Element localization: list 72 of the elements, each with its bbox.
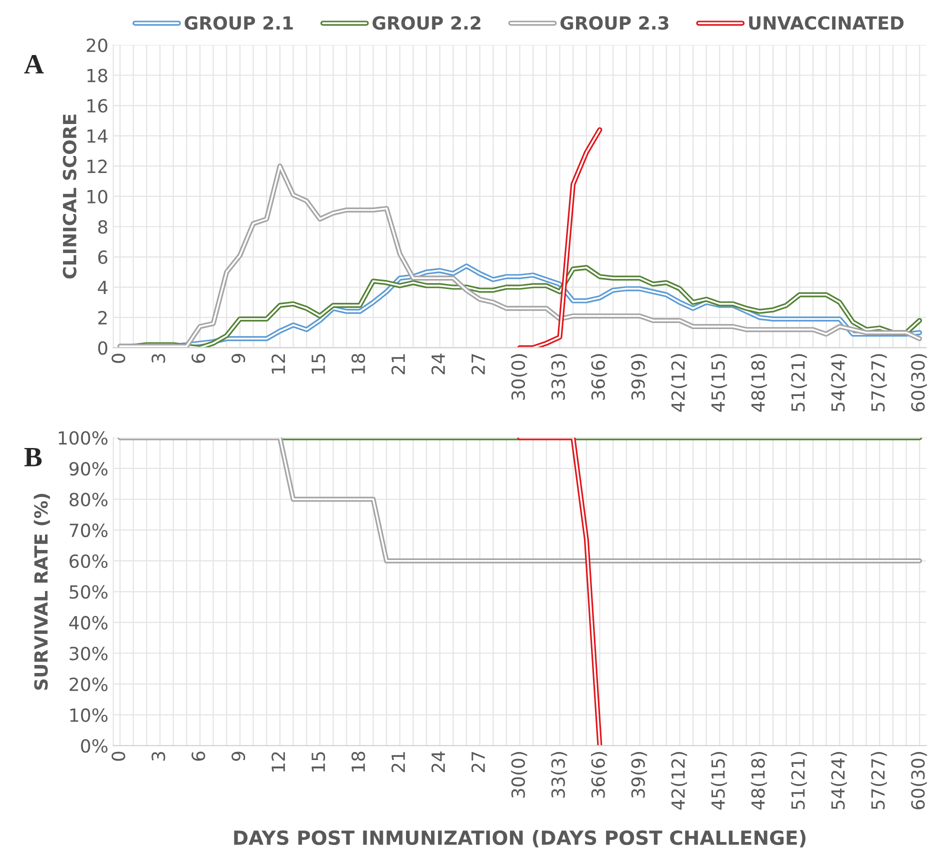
x-axis-title: DAYS POST INMUNIZATION (DAYS POST CHALLENGE) [234, 830, 806, 848]
legend-label: GROUP 2.1 [184, 16, 293, 30]
x-tick-label: 0 [112, 354, 126, 363]
x-tick-label: 45(15) [710, 752, 728, 810]
x-tick-label: 6 [192, 752, 206, 761]
x-tick-label: 3 [152, 752, 166, 761]
x-tick-label: 9 [232, 752, 246, 761]
x-tick-label: 15 [312, 752, 326, 772]
x-tick-label: 12 [271, 752, 285, 772]
x-tick-label: 51(21) [790, 354, 807, 412]
x-tick-label: 45(15) [710, 354, 728, 412]
y-tick-label: 30% [70, 646, 108, 660]
y-tick-label: 90% [69, 462, 108, 476]
x-tick-label: 6 [192, 354, 206, 363]
y-tick-label: 70% [70, 524, 108, 538]
y-tick-label: 2 [98, 310, 107, 324]
x-tick-label: 21 [391, 752, 405, 772]
x-tick-label: 36(6) [591, 752, 608, 798]
x-tick-label: 54(24) [830, 354, 847, 412]
y-axis-title: SURVIVAL RATE (%) [34, 494, 50, 690]
y-tick-label: 4 [98, 280, 108, 294]
y-tick-label: 8 [98, 220, 108, 234]
legend-label: GROUP 2.3 [560, 16, 668, 30]
x-tick-label: 33(3) [551, 354, 568, 400]
x-tick-label: 3 [152, 354, 166, 363]
x-tick-label: 60(30) [910, 354, 927, 412]
y-tick-label: 60% [70, 554, 108, 568]
x-tick-label: 48(18) [750, 752, 768, 810]
text: A [24, 55, 44, 74]
x-tick-label: 24 [431, 752, 445, 772]
x-tick-label: 54(24) [830, 752, 847, 810]
x-tick-label: 24 [431, 354, 445, 374]
x-tick-label: 18 [351, 354, 366, 374]
y-tick-label: 12 [87, 160, 107, 173]
y-tick-label: 0% [81, 739, 108, 753]
x-tick-label: 21 [391, 354, 405, 374]
x-tick-label: 51(21) [790, 752, 807, 810]
y-tick-label: 6 [98, 250, 108, 264]
x-tick-label: 12 [271, 354, 285, 374]
y-tick-label: 20 [86, 38, 108, 52]
x-tick-label: 42(12) [670, 354, 688, 412]
x-tick-label: 36(6) [591, 354, 608, 400]
x-tick-label: 39(9) [630, 354, 648, 400]
x-tick-label: 18 [351, 752, 366, 772]
y-tick-label: 18 [87, 68, 108, 82]
x-tick-label: 57(27) [870, 752, 887, 810]
text: B [24, 448, 42, 466]
x-tick-label: 39(9) [630, 752, 648, 798]
y-tick-label: 40% [69, 616, 108, 630]
x-tick-label: 48(18) [750, 354, 768, 412]
x-tick-label: 30(0) [511, 752, 528, 798]
x-tick-label: 27 [471, 354, 485, 374]
y-tick-label: 50% [70, 585, 108, 599]
legend-label: GROUP 2.2 [372, 16, 480, 30]
y-axis-title: CLINICAL SCORE [62, 114, 76, 279]
legend-label: UNVACCINATED [749, 16, 904, 30]
y-tick-label: 16 [87, 98, 108, 113]
y-tick-label: 80% [70, 492, 108, 506]
y-tick-label: 14 [87, 130, 108, 143]
x-tick-label: 60(30) [910, 752, 927, 810]
x-tick-label: 15 [312, 354, 326, 374]
y-tick-label: 10 [87, 190, 108, 204]
y-tick-label: 100% [58, 431, 108, 445]
x-tick-label: 33(3) [551, 752, 568, 798]
x-tick-label: 30(0) [511, 354, 528, 400]
x-tick-label: 57(27) [870, 354, 887, 412]
x-tick-label: 42(12) [670, 752, 688, 810]
x-tick-label: 9 [232, 354, 246, 363]
x-tick-label: 27 [471, 752, 485, 772]
y-tick-label: 20% [70, 678, 108, 692]
x-tick-label: 0 [112, 752, 126, 761]
y-tick-label: 10% [70, 708, 108, 722]
